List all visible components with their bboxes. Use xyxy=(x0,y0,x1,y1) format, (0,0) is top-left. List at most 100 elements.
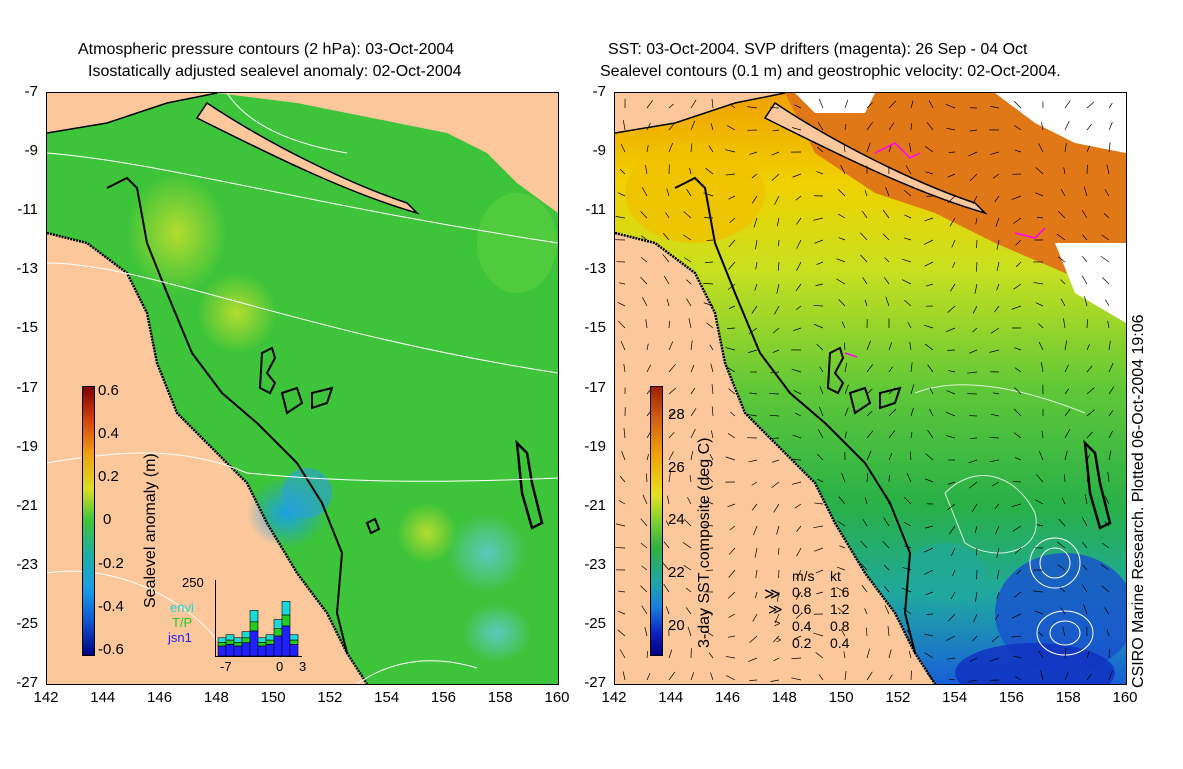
velocity-arrow xyxy=(1064,648,1067,659)
velocity-arrow xyxy=(690,143,693,153)
velocity-arrow xyxy=(816,591,824,595)
velocity-arrow xyxy=(727,591,736,599)
velocity-arrow xyxy=(996,283,1000,291)
velocity-arrow xyxy=(844,100,849,109)
velocity-arrow xyxy=(844,362,848,373)
velocity-arrow xyxy=(1086,343,1090,351)
drifter-track xyxy=(844,352,858,358)
velocity-arrow xyxy=(668,364,676,373)
velocity-arrow xyxy=(1040,362,1044,373)
velocity-arrow xyxy=(909,451,912,461)
velocity-arrow xyxy=(814,502,824,505)
velocity-arrow xyxy=(791,458,802,461)
velocity-arrow xyxy=(903,237,912,241)
velocity-key: m/s kt ≫ 0.8 1.6 ≫ 0.6 1.2 > 0.4 0.8 > 0… xyxy=(762,568,872,658)
velocity-arrow xyxy=(906,629,912,637)
velocity-arrow xyxy=(646,650,649,659)
velocity-arrow xyxy=(682,234,692,241)
velocity-arrow xyxy=(1064,143,1067,153)
velocity-arrow xyxy=(729,103,736,109)
velocity-arrow xyxy=(1041,122,1044,131)
velocity-arrow xyxy=(1108,362,1114,373)
velocity-arrow xyxy=(703,302,714,307)
velocity-arrow xyxy=(725,456,736,461)
inset-bar xyxy=(257,637,267,643)
velocity-arrow xyxy=(772,349,780,353)
velocity-arrow xyxy=(706,239,714,241)
velocity-arrow xyxy=(622,120,626,131)
velocity-arrow xyxy=(748,459,758,463)
velocity-arrow xyxy=(683,211,692,219)
velocity-arrow xyxy=(815,569,824,574)
velocity-arrow xyxy=(817,146,824,153)
velocity-arrow xyxy=(947,173,956,178)
inset-bar xyxy=(241,637,251,643)
left-lat-tick: -17 xyxy=(16,378,38,396)
reef-edge xyxy=(106,176,348,654)
left-lat-tick: -23 xyxy=(16,555,38,573)
velocity-arrow xyxy=(686,279,692,285)
velocity-arrow xyxy=(924,633,934,637)
velocity-arrow xyxy=(1086,101,1095,109)
velocity-arrow xyxy=(777,261,780,271)
velocity-arrow xyxy=(1108,430,1113,439)
velocity-arrow xyxy=(972,635,978,642)
velocity-arrow xyxy=(1108,450,1112,461)
velocity-arrow xyxy=(666,495,670,505)
right-lon-tick: 160 xyxy=(1112,689,1138,706)
velocity-arrow xyxy=(1104,189,1110,197)
velocity-arrow xyxy=(996,239,1000,250)
velocity-arrow xyxy=(705,630,714,637)
velocity-arrow xyxy=(859,562,868,571)
drifter-track xyxy=(874,142,921,159)
velocity-arrow xyxy=(1104,607,1110,615)
velocity-arrow xyxy=(755,239,758,250)
velocity-arrow xyxy=(728,305,736,310)
velocity-arrow xyxy=(1060,607,1066,615)
velocity-arrow xyxy=(1104,496,1110,505)
velocity-arrow xyxy=(711,98,714,109)
pressure-contour xyxy=(47,452,248,474)
cloud-gap xyxy=(1055,243,1126,323)
velocity-arrow xyxy=(1056,233,1066,241)
velocity-arrow xyxy=(703,611,714,615)
velocity-arrow xyxy=(796,569,802,580)
velocity-arrow xyxy=(682,542,692,549)
velocity-arrow xyxy=(948,678,956,681)
velocity-arrow xyxy=(815,283,824,286)
velocity-arrow xyxy=(970,437,978,439)
velocity-arrow xyxy=(946,327,956,332)
velocity-arrow xyxy=(1082,517,1088,527)
credit-text: CSIRO Marine Research. Plotted 06-Oct-20… xyxy=(1130,314,1147,688)
velocity-arrow xyxy=(1038,341,1044,351)
velocity-arrow xyxy=(1057,564,1066,571)
velocity-arrow xyxy=(840,629,846,637)
velocity-arrow xyxy=(751,481,758,486)
velocity-arrow xyxy=(773,503,780,513)
velocity-arrow xyxy=(924,261,934,267)
inset-bar xyxy=(273,628,283,637)
island xyxy=(848,386,872,415)
velocity-arrow xyxy=(620,143,626,153)
velocity-arrow xyxy=(994,305,1000,313)
velocity-arrow xyxy=(796,261,802,271)
velocity-arrow xyxy=(994,613,1000,621)
velocity-arrow xyxy=(748,657,758,662)
velocity-arrow xyxy=(710,363,714,373)
velocity-arrow xyxy=(622,671,626,681)
velocity-arrow xyxy=(666,188,670,197)
velocity-arrow xyxy=(969,349,978,354)
velocity-arrow xyxy=(838,299,846,307)
velocity-arrow xyxy=(1064,429,1071,439)
sealevel-contour xyxy=(1049,620,1081,646)
velocity-arrow xyxy=(794,503,802,509)
velocity-arrow xyxy=(668,320,670,329)
drifter-track xyxy=(1014,227,1046,239)
velocity-arrow xyxy=(819,386,824,395)
velocity-arrow xyxy=(819,366,824,373)
velocity-arrow xyxy=(888,408,897,417)
velocity-key-ms: 0.4 xyxy=(792,618,812,634)
velocity-arrow xyxy=(771,173,780,181)
right-title-line2: Sealevel contours (0.1 m) and geostrophi… xyxy=(600,63,1061,80)
island xyxy=(258,346,277,395)
